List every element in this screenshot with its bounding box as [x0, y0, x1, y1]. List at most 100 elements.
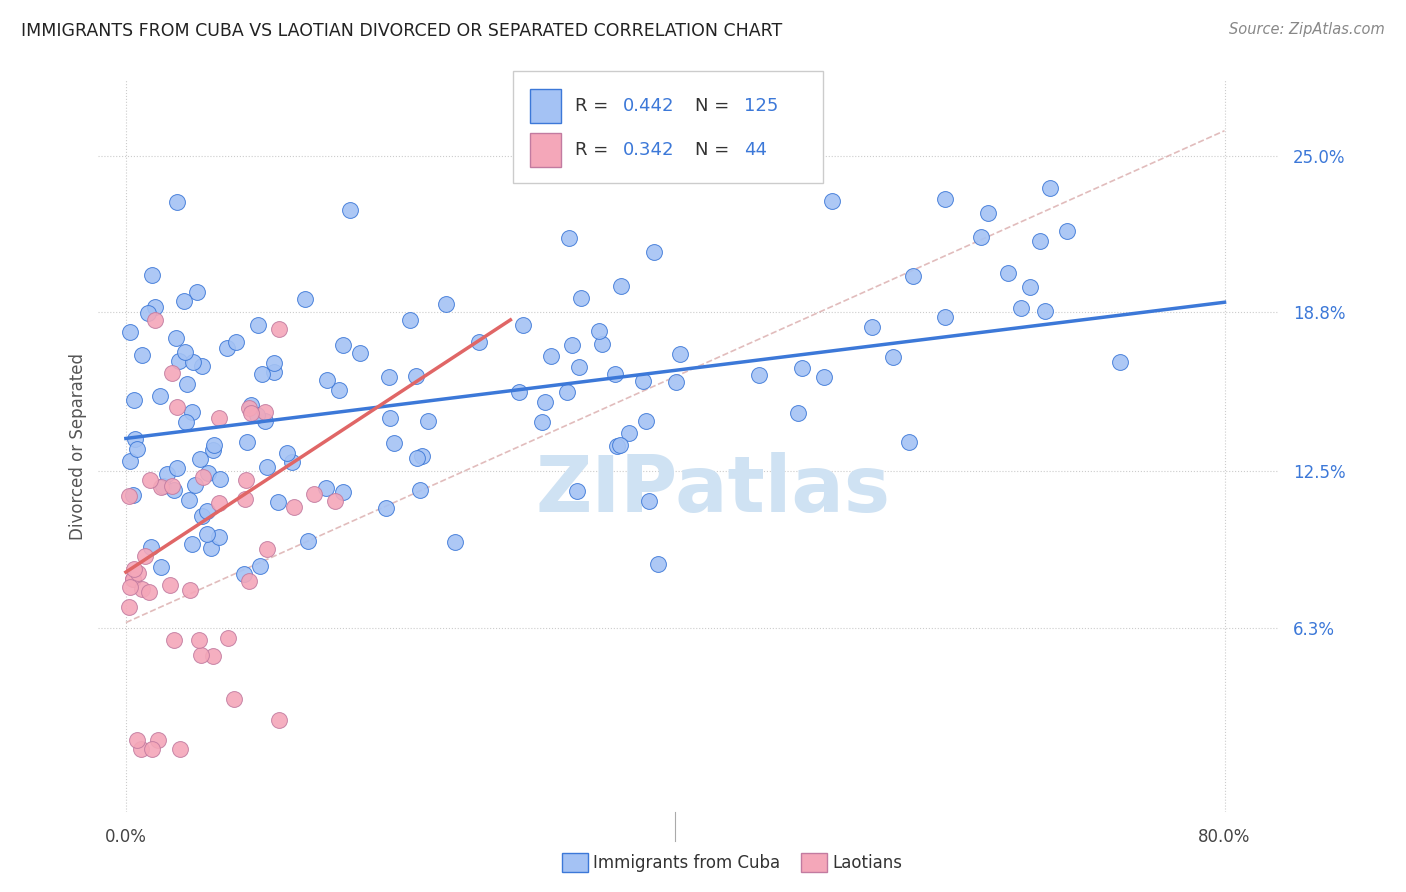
- Point: [152, 479, 174, 493]
- Point: [139, 473, 162, 487]
- Point: [238, 401, 260, 416]
- Point: [217, 631, 239, 645]
- Point: [643, 245, 665, 260]
- Point: [246, 408, 269, 422]
- Point: [411, 449, 433, 463]
- Point: [605, 368, 627, 382]
- Point: [375, 500, 398, 515]
- Point: [267, 713, 290, 727]
- Point: [191, 359, 214, 374]
- Point: [166, 460, 188, 475]
- Point: [134, 549, 156, 564]
- Point: [468, 334, 491, 349]
- Point: [201, 648, 224, 663]
- Point: [197, 466, 219, 480]
- Point: [256, 460, 278, 475]
- Point: [512, 318, 534, 332]
- Point: [339, 203, 361, 218]
- Point: [634, 415, 657, 429]
- Point: [792, 361, 814, 376]
- Point: [238, 574, 260, 588]
- Point: [977, 206, 1000, 220]
- Point: [281, 455, 304, 469]
- Point: [118, 580, 141, 594]
- Point: [256, 542, 278, 557]
- Point: [239, 398, 262, 412]
- Point: [263, 356, 285, 370]
- Point: [173, 294, 195, 309]
- Point: [190, 648, 212, 663]
- Point: [934, 310, 956, 325]
- Point: [254, 415, 277, 429]
- Point: [631, 374, 654, 388]
- Point: [233, 492, 256, 507]
- Point: [1010, 301, 1032, 315]
- Point: [174, 415, 197, 429]
- Point: [269, 321, 291, 335]
- Point: [117, 489, 139, 503]
- Point: [131, 582, 153, 597]
- Text: N =: N =: [695, 97, 734, 115]
- Point: [188, 452, 211, 467]
- Text: Laotians: Laotians: [832, 854, 903, 871]
- Point: [534, 395, 557, 409]
- Point: [139, 540, 162, 554]
- Point: [143, 313, 166, 327]
- Point: [862, 319, 884, 334]
- Point: [665, 375, 688, 389]
- Point: [297, 534, 319, 549]
- Point: [136, 306, 159, 320]
- Point: [434, 297, 457, 311]
- Point: [124, 432, 146, 446]
- Point: [122, 562, 145, 576]
- Point: [169, 741, 191, 756]
- Point: [131, 348, 153, 362]
- Text: Source: ZipAtlas.com: Source: ZipAtlas.com: [1229, 22, 1385, 37]
- Point: [232, 566, 254, 581]
- Point: [250, 368, 273, 382]
- Point: [294, 292, 316, 306]
- Text: 0.442: 0.442: [623, 97, 675, 115]
- Point: [125, 442, 148, 457]
- Point: [163, 632, 186, 647]
- Point: [188, 632, 211, 647]
- Point: [166, 400, 188, 414]
- Text: IMMIGRANTS FROM CUBA VS LAOTIAN DIVORCED OR SEPARATED CORRELATION CHART: IMMIGRANTS FROM CUBA VS LAOTIAN DIVORCED…: [21, 22, 782, 40]
- Point: [1029, 234, 1052, 248]
- Point: [215, 341, 238, 355]
- Point: [567, 484, 589, 499]
- Text: 0.342: 0.342: [623, 141, 675, 159]
- Point: [970, 230, 993, 244]
- Point: [141, 741, 163, 756]
- Point: [325, 494, 347, 508]
- Point: [647, 557, 669, 571]
- Point: [150, 560, 173, 574]
- Point: [508, 385, 530, 400]
- Point: [378, 370, 401, 384]
- Point: [316, 373, 339, 387]
- Point: [202, 438, 225, 452]
- Point: [315, 481, 337, 495]
- Point: [249, 558, 271, 573]
- Point: [561, 337, 583, 351]
- Point: [332, 484, 354, 499]
- Point: [222, 692, 245, 706]
- Point: [382, 435, 405, 450]
- Point: [378, 411, 401, 425]
- Point: [1039, 181, 1062, 195]
- Point: [159, 578, 181, 592]
- Point: [200, 541, 222, 555]
- Point: [246, 318, 269, 332]
- Point: [143, 300, 166, 314]
- Point: [181, 405, 204, 419]
- Point: [1109, 355, 1132, 369]
- Point: [540, 349, 562, 363]
- Point: [606, 439, 628, 453]
- Point: [141, 268, 163, 282]
- Point: [122, 572, 145, 586]
- Point: [897, 435, 920, 450]
- Point: [813, 370, 835, 384]
- Point: [163, 483, 186, 497]
- Point: [209, 472, 232, 486]
- Point: [591, 336, 613, 351]
